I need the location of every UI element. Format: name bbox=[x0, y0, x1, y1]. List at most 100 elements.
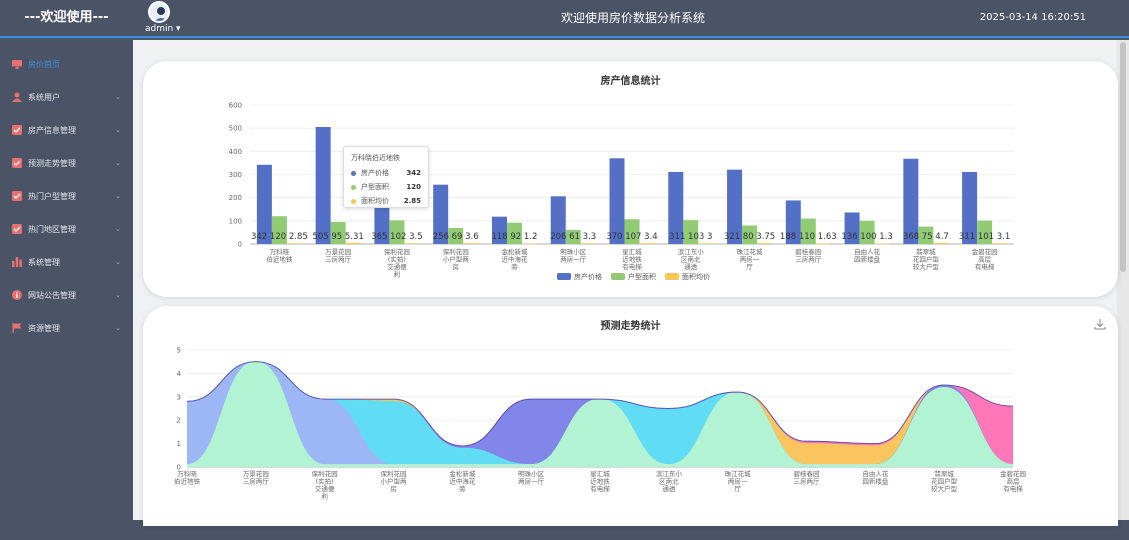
bar bbox=[609, 158, 625, 244]
x-tick-label: 自由人花 bbox=[854, 247, 881, 256]
x-tick-label: 花园户型 bbox=[931, 477, 958, 486]
x-tick-label: 区南北 bbox=[681, 255, 701, 264]
y-tick-label: 0 bbox=[177, 464, 181, 472]
x-tick-label: 厅 bbox=[734, 485, 741, 493]
tooltip-series-name: 面积均价 bbox=[361, 197, 389, 205]
bar bbox=[271, 216, 287, 244]
x-tick-label: 高层 bbox=[1007, 477, 1021, 486]
avatar[interactable] bbox=[148, 1, 170, 23]
tooltip-row: 面积均价 2.85 bbox=[351, 194, 421, 208]
bar bbox=[757, 243, 773, 244]
x-tick-label: 有电梯 bbox=[1003, 484, 1023, 493]
bar-data-label: 505 95 5.31 bbox=[312, 232, 363, 242]
x-tick-label: 翡翠城 bbox=[934, 469, 954, 478]
y-tick-label: 100 bbox=[229, 217, 242, 225]
x-tick-label: 有电梯 bbox=[975, 262, 995, 271]
y-tick-label: 5 bbox=[177, 347, 181, 355]
user-menu[interactable]: admin ▾ bbox=[145, 24, 181, 34]
area-line bbox=[186, 361, 1014, 466]
checklist-icon bbox=[12, 190, 22, 202]
tooltip-title: 万科晓伯近地铁 bbox=[351, 154, 400, 162]
tooltip-value: 2.85 bbox=[403, 197, 421, 205]
chevron-down-icon: ⌄ bbox=[115, 291, 121, 299]
sidebar-item-system[interactable]: 系统管理 ⌄ bbox=[0, 246, 133, 279]
sidebar-item-forecast[interactable]: 预测走势管理 ⌄ bbox=[0, 147, 133, 180]
chevron-down-icon: ⌄ bbox=[115, 225, 121, 233]
chart-title: 房产信息统计 bbox=[600, 76, 661, 87]
bar bbox=[433, 184, 449, 244]
bar bbox=[506, 222, 522, 244]
x-tick-label: 小户型两 bbox=[443, 255, 470, 264]
x-tick-label: 厅 bbox=[746, 263, 753, 271]
area-series bbox=[187, 361, 1013, 467]
bar bbox=[742, 225, 758, 244]
x-tick-label: 滨江东小 bbox=[678, 247, 705, 256]
checklist-icon bbox=[12, 223, 22, 235]
x-tick-label: 小户型两 bbox=[381, 477, 408, 486]
download-icon[interactable] bbox=[1094, 318, 1106, 330]
scrollbar-thumb[interactable] bbox=[1120, 42, 1126, 272]
x-tick-label: 房 bbox=[452, 262, 459, 271]
x-tick-label: 明珠小区 bbox=[560, 247, 587, 256]
bar bbox=[977, 220, 993, 244]
legend-swatch bbox=[611, 273, 625, 280]
sidebar-item-resources[interactable]: 资源管理 ⌄ bbox=[0, 312, 133, 345]
sidebar-item-label: 房产信息管理 bbox=[28, 126, 76, 135]
y-tick-label: 400 bbox=[229, 148, 242, 156]
x-tick-label: 近地铁 bbox=[622, 255, 642, 264]
x-tick-label: 滨江东小 bbox=[656, 469, 683, 478]
x-tick-label: 碧桂春园 bbox=[795, 247, 821, 256]
x-tick-label: 房 bbox=[390, 484, 397, 493]
sidebar-item-label: 系统管理 bbox=[28, 258, 60, 267]
x-tick-label: 星汇城 bbox=[622, 248, 642, 256]
bar-data-label: 321 80 3.75 bbox=[724, 232, 775, 242]
bar bbox=[785, 200, 801, 244]
bar-data-label: 365 102 3.5 bbox=[371, 232, 422, 242]
bar bbox=[448, 228, 464, 244]
sidebar-item-hot-layout[interactable]: 热门户型管理 ⌄ bbox=[0, 180, 133, 213]
x-tick-label: 有电梯 bbox=[622, 262, 642, 271]
x-tick-label: 万科晓 bbox=[270, 247, 290, 256]
x-tick-label: (实拍) bbox=[388, 255, 406, 264]
x-tick-label: 区南北 bbox=[659, 477, 679, 486]
sidebar-item-property[interactable]: 房产信息管理 ⌄ bbox=[0, 114, 133, 147]
bar bbox=[933, 242, 949, 244]
bar-data-label: 256 69 3.6 bbox=[433, 232, 479, 242]
bar bbox=[859, 220, 875, 244]
sidebar-item-hot-area[interactable]: 热门地区管理 ⌄ bbox=[0, 213, 133, 246]
sidebar-item-home[interactable]: 房价首页 bbox=[0, 48, 133, 81]
property-stats-card: 房产信息统计 bbox=[143, 61, 1118, 297]
x-tick-label: 高层 bbox=[978, 255, 992, 264]
series-dot bbox=[351, 184, 356, 190]
bar bbox=[550, 196, 566, 244]
legend-swatch bbox=[665, 273, 679, 280]
legend-label: 面积均价 bbox=[682, 272, 710, 281]
sidebar-item-notice[interactable]: 网站公告管理 ⌄ bbox=[0, 279, 133, 312]
bar-data-label: 342 120 2.85 bbox=[251, 232, 308, 242]
bar-chart-icon bbox=[12, 256, 22, 268]
bar bbox=[404, 243, 420, 244]
bar bbox=[521, 243, 537, 245]
info-icon bbox=[12, 289, 22, 301]
chart-tooltip: 万科晓伯近地铁 房产价格 342 户型面积 120 面积均价 2.85 bbox=[343, 146, 429, 208]
x-tick-label: 明珠小区 bbox=[518, 469, 545, 478]
chevron-down-icon: ⌄ bbox=[115, 324, 121, 332]
brand-title: ---欢迎使用--- bbox=[24, 10, 109, 25]
tooltip-row: 房产价格 342 bbox=[351, 166, 421, 180]
bar bbox=[565, 229, 581, 244]
bar bbox=[903, 158, 919, 244]
bar bbox=[962, 171, 978, 244]
chevron-down-icon: ⌄ bbox=[115, 192, 121, 200]
x-tick-label: 较大户型 bbox=[931, 484, 958, 493]
sidebar-item-users[interactable]: 系统用户 ⌄ bbox=[0, 81, 133, 114]
x-tick-label: 旁 bbox=[459, 484, 466, 493]
x-tick-label: 三房两厅 bbox=[325, 255, 352, 264]
bar bbox=[992, 243, 1008, 244]
x-tick-label: 金碧花园 bbox=[972, 247, 998, 256]
sidebar-item-label: 网站公告管理 bbox=[28, 291, 76, 300]
bar bbox=[727, 169, 743, 244]
x-tick-label: 自由人花 bbox=[862, 469, 889, 478]
vertical-scrollbar[interactable] bbox=[1117, 40, 1129, 520]
bar bbox=[463, 243, 479, 244]
sidebar-item-label: 热门户型管理 bbox=[28, 192, 76, 201]
